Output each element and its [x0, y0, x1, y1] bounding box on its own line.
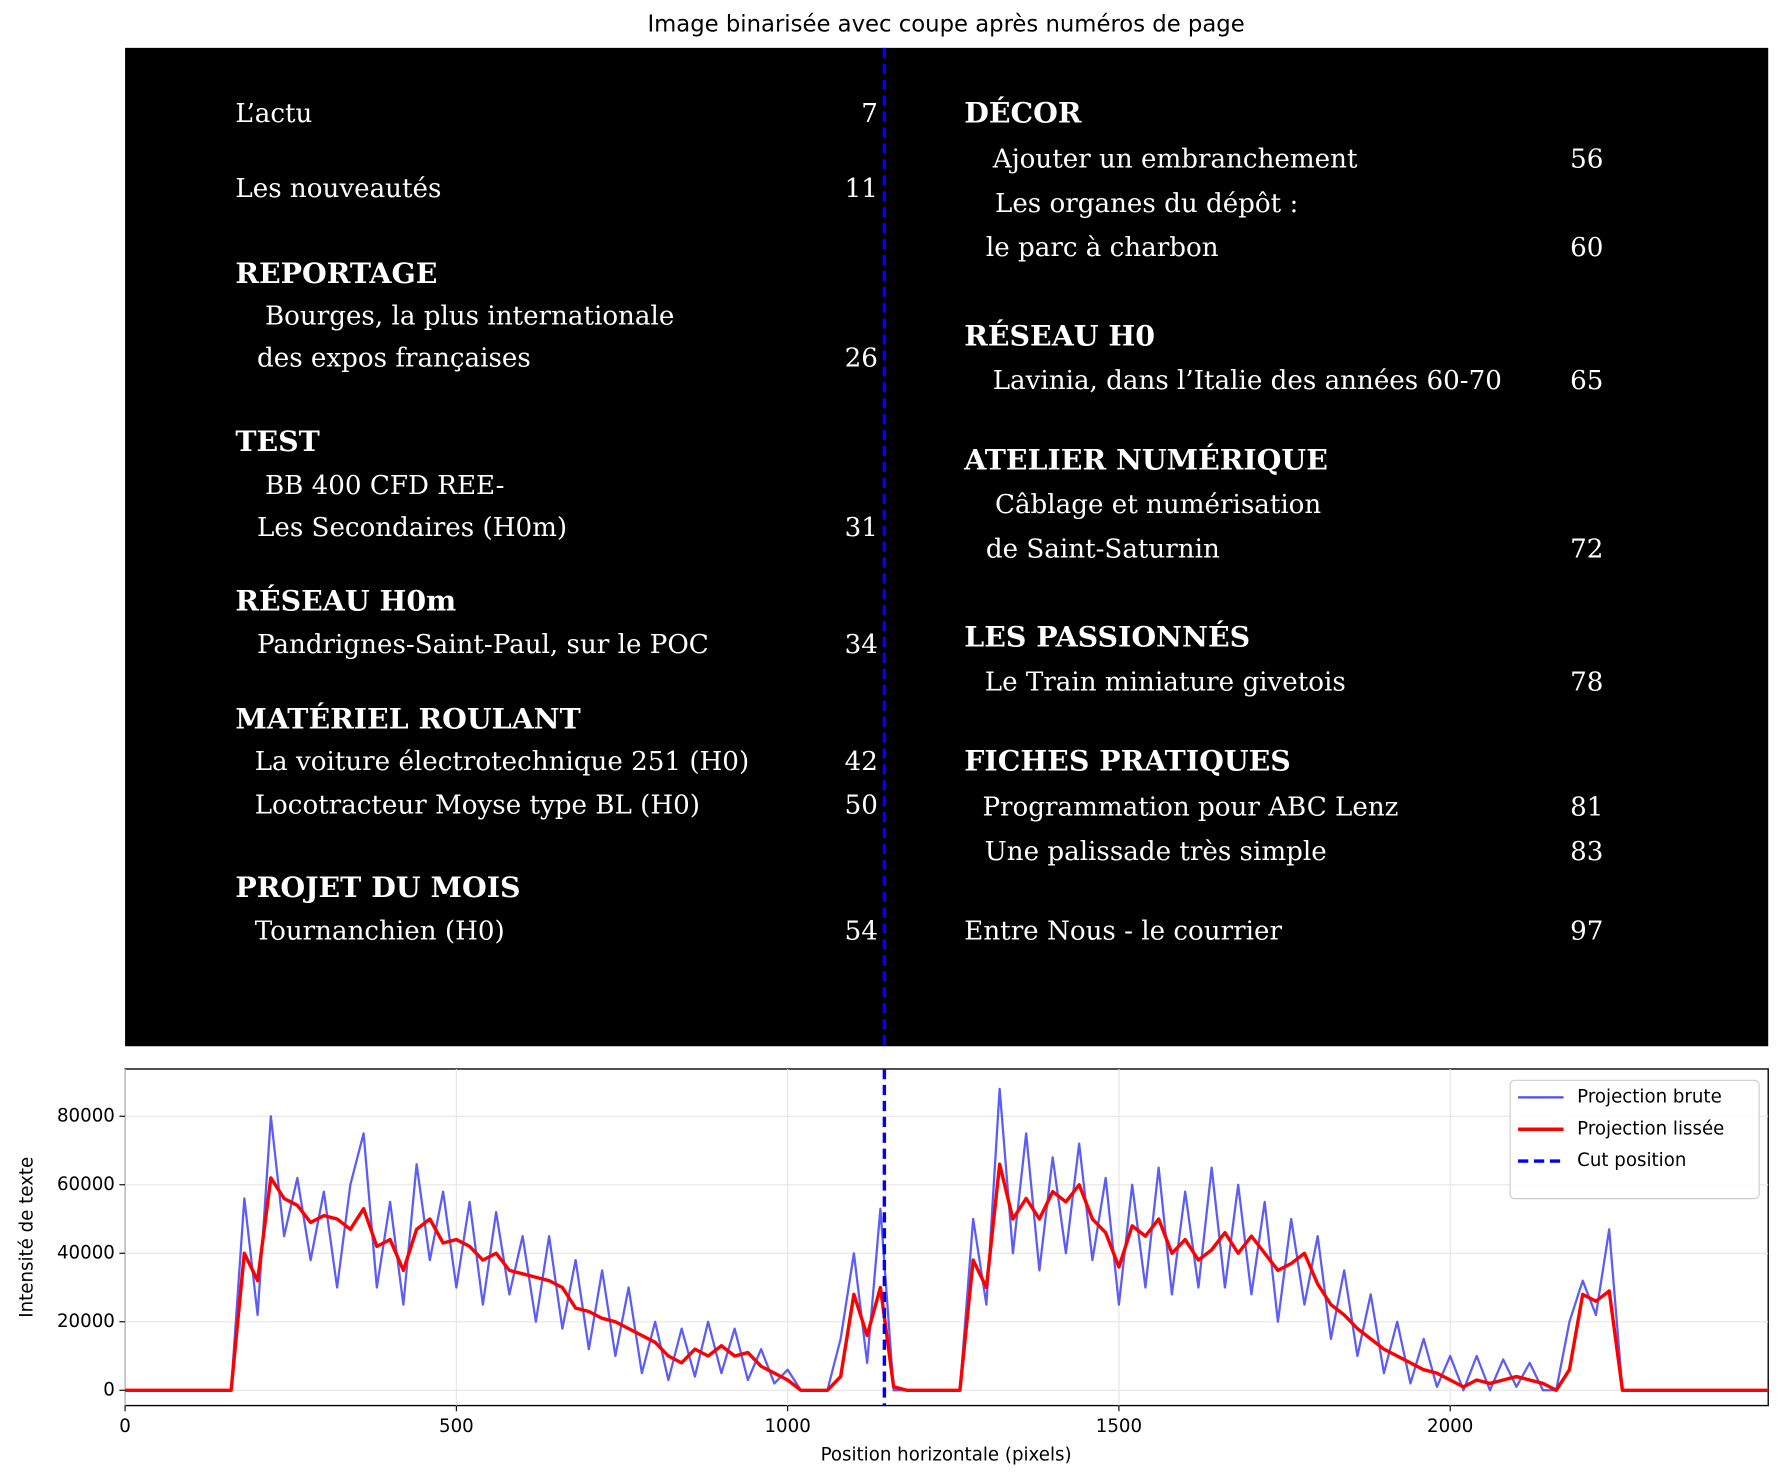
- image-title: Image binarisée avec coupe après numéros…: [647, 12, 1244, 38]
- toc-page: 65: [1570, 366, 1603, 396]
- toc-page: 42: [845, 747, 878, 777]
- binarized-image: [125, 47, 1769, 1047]
- toc-entry: Ajouter un embranchement: [992, 144, 1358, 174]
- legend-label: Cut position: [1577, 1150, 1686, 1171]
- toc-page: 34: [845, 630, 878, 660]
- x-tick-label: 1000: [764, 1416, 810, 1437]
- data-line: [125, 1162, 1769, 1392]
- toc-heading: RÉSEAU H0: [964, 318, 1155, 352]
- toc-heading: DÉCOR: [964, 95, 1082, 129]
- toc-entry: Le Train miniature givetois: [985, 668, 1346, 698]
- legend-label: Projection lissée: [1577, 1118, 1724, 1139]
- toc-entry: le parc à charbon: [986, 233, 1219, 263]
- toc-page: 83: [1570, 837, 1603, 867]
- toc-heading: LES PASSIONNÉS: [964, 620, 1250, 654]
- y-tick-label: 20000: [57, 1311, 115, 1332]
- toc-heading: MATÉRIEL ROULANT: [235, 702, 580, 736]
- toc-heading: RÉSEAU H0m: [235, 583, 456, 617]
- toc-entry: Les organes du dépôt :: [995, 189, 1298, 219]
- toc-heading: TEST: [235, 424, 319, 458]
- toc-entry: BB 400 CFD REE-: [265, 471, 505, 501]
- toc-page: 60: [1570, 233, 1603, 263]
- toc-page: 7: [861, 99, 878, 129]
- toc-entry: Une palissade très simple: [985, 837, 1327, 867]
- toc-page: 54: [845, 917, 878, 947]
- y-tick-label: 0: [103, 1379, 115, 1400]
- toc-entry: Les Secondaires (H0m): [257, 513, 567, 543]
- x-tick-label: 500: [439, 1416, 474, 1437]
- toc-heading: ATELIER NUMÉRIQUE: [963, 442, 1328, 476]
- toc-entry: de Saint-Saturnin: [986, 534, 1220, 564]
- x-tick-label: 0: [119, 1416, 131, 1437]
- legend-label: Projection brute: [1577, 1086, 1722, 1107]
- footer-text: N°946 - MAI 26 - LR: [1313, 979, 1491, 998]
- x-tick-label: 2000: [1427, 1416, 1473, 1437]
- y-axis-label: Intensité de texte: [16, 1157, 37, 1318]
- y-tick-label: 60000: [57, 1174, 115, 1195]
- toc-page: 31: [845, 513, 878, 543]
- toc-entry: Bourges, la plus internationale: [265, 301, 674, 331]
- y-tick-label: 80000: [57, 1105, 115, 1126]
- toc-entry: Tournanchien (H0): [255, 917, 505, 947]
- x-axis-label: Position horizontale (pixels): [821, 1445, 1072, 1466]
- footer-page: 5: [1505, 975, 1519, 999]
- toc-page: 78: [1570, 668, 1603, 698]
- toc-heading: REPORTAGE: [235, 256, 437, 290]
- plot-area: [124, 1068, 1769, 1407]
- toc-page: 11: [845, 174, 878, 204]
- toc-entry: Locotracteur Moyse type BL (H0): [255, 790, 700, 820]
- toc-heading: FICHES PRATIQUES: [964, 744, 1291, 778]
- toc-entry: Pandrignes-Saint-Paul, sur le POC: [257, 630, 709, 660]
- toc-entry: Câblage et numérisation: [995, 490, 1321, 520]
- toc-page: 97: [1570, 917, 1603, 947]
- toc-page: 26: [845, 343, 878, 373]
- x-tick-label: 1500: [1096, 1416, 1142, 1437]
- toc-entry: La voiture électrotechnique 251 (H0): [255, 747, 749, 777]
- toc-entry: Entre Nous - le courrier: [964, 917, 1282, 947]
- toc-entry: Programmation pour ABC Lenz: [982, 793, 1398, 823]
- toc-heading: PROJET DU MOIS: [235, 870, 520, 904]
- toc-page: 50: [845, 790, 878, 820]
- toc-page: 72: [1570, 534, 1603, 564]
- toc-entry: Les nouveautés: [235, 174, 441, 204]
- y-tick-label: 40000: [57, 1242, 115, 1263]
- toc-page: 81: [1570, 793, 1603, 823]
- legend-box: [1509, 1079, 1760, 1200]
- toc-entry: L’actu: [235, 99, 312, 129]
- toc-entry: des expos françaises: [257, 343, 531, 373]
- toc-page: 56: [1570, 144, 1603, 174]
- toc-entry: Lavinia, dans l’Italie des années 60-70: [993, 366, 1502, 396]
